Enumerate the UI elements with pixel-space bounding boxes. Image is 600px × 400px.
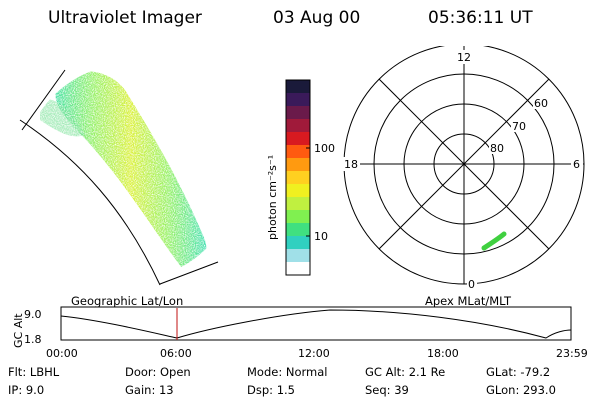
mlt-label: 18 (344, 158, 358, 171)
timeline-x-tick: 23:59 (556, 347, 588, 360)
latitude-label: 60 (534, 97, 548, 110)
timeline-frame (60, 306, 572, 341)
time-label: 05:36:11 UT (428, 8, 533, 28)
info-mode: Mode: Normal (247, 365, 328, 379)
colorbar-swatch (286, 158, 310, 172)
mlt-label: 6 (573, 158, 580, 171)
geographic-label: Geographic Lat/Lon (71, 294, 184, 308)
colorbar-swatch (286, 236, 310, 250)
mlt-label: 0 (468, 278, 475, 291)
geographic-image (19, 64, 238, 286)
timeline-x-tick: 12:00 (298, 347, 330, 360)
instrument-title: Ultraviolet Imager (48, 8, 202, 28)
info-gain: Gain: 13 (125, 383, 174, 397)
timeline-y-tick: 9.0 (24, 308, 42, 321)
latitude-label: 70 (512, 120, 526, 133)
colorbar-swatch (286, 119, 310, 133)
colorbar-unit-label: photon cm⁻²s⁻¹ (266, 155, 279, 240)
colorbar-swatch (286, 249, 310, 263)
colorbar-tick-label: 100 (314, 142, 335, 155)
geographic-longitude-line (159, 261, 219, 285)
info-ip: IP: 9.0 (8, 383, 45, 397)
geographic-longitude-line (21, 69, 66, 131)
colorbar-swatch (286, 184, 310, 198)
info-gc-alt: GC Alt: 2.1 Re (365, 365, 446, 379)
info-seq: Seq: 39 (365, 383, 409, 397)
info-dsp: Dsp: 1.5 (247, 383, 295, 397)
timeline-x-tick: 06:00 (160, 347, 192, 360)
info-glat: GLat: -79.2 (486, 365, 551, 379)
colorbar-swatch (286, 106, 310, 120)
mlt-label: 12 (457, 51, 471, 64)
colorbar-swatch (286, 210, 310, 224)
colorbar-swatch (286, 80, 310, 94)
timeline-x-tick: 00:00 (46, 347, 78, 360)
latitude-label: 80 (490, 142, 504, 155)
timeline-y-tick: 1.8 (24, 333, 42, 346)
timeline-axis-title: GC Alt (12, 313, 25, 348)
colorbar: 100 10 photon cm⁻²s⁻¹ (266, 79, 335, 276)
colorbar-swatch (286, 171, 310, 185)
polar-plot: 12 18 6 0 60 70 80 (342, 46, 585, 291)
altitude-timeline: GC Alt 9.0 1.8 00:00 06:00 12:00 18:00 2… (12, 306, 588, 360)
auroral-patch (481, 231, 507, 251)
colorbar-swatch (286, 132, 310, 146)
colorbar-swatch (286, 145, 310, 159)
aurora-band (22, 64, 238, 280)
date-label: 03 Aug 00 (273, 8, 361, 28)
colorbar-swatch (286, 262, 310, 276)
apex-label: Apex MLat/MLT (425, 294, 512, 308)
geographic-latitude-line (19, 119, 161, 286)
info-door: Door: Open (125, 365, 191, 379)
info-filter: Flt: LBHL (8, 365, 60, 379)
colorbar-gradient (286, 80, 310, 276)
altitude-curve (60, 309, 572, 339)
info-glon: GLon: 293.0 (486, 383, 556, 397)
timeline-x-tick: 18:00 (427, 347, 459, 360)
colorbar-swatch (286, 197, 310, 211)
colorbar-swatch (286, 223, 310, 237)
colorbar-tick-label: 10 (314, 230, 328, 243)
colorbar-swatch (286, 93, 310, 107)
